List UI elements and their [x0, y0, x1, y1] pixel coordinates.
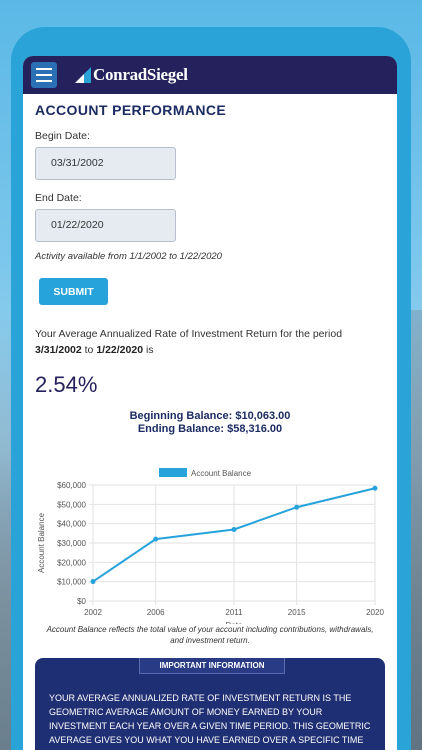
y-axis-label: Account Balance [37, 512, 46, 573]
activity-note: Activity available from 1/1/2002 to 1/22… [35, 251, 222, 262]
rate-period-to: to [84, 344, 94, 356]
menu-icon[interactable] [31, 62, 57, 88]
balances: Beginning Balance: $10,063.00 Ending Bal… [35, 410, 385, 436]
data-point [90, 579, 96, 585]
important-info-panel: IMPORTANT INFORMATION YOUR AVERAGE ANNUA… [35, 658, 385, 750]
rate-period-is: is [145, 344, 154, 356]
rate-period-start: 3/31/2002 [35, 344, 82, 356]
x-tick-label: 2011 [225, 608, 243, 617]
logo-text: ConradSiegel [93, 65, 188, 84]
begin-date-label: Begin Date: [35, 130, 90, 142]
x-tick-label: 2015 [288, 608, 306, 617]
submit-button[interactable]: SUBMIT [39, 278, 108, 305]
end-date-label: End Date: [35, 192, 82, 204]
data-point [153, 536, 159, 542]
rate-value: 2.54% [35, 372, 98, 397]
beginning-balance: Beginning Balance: $10,063.00 [129, 410, 291, 422]
x-tick-label: 2020 [366, 608, 384, 617]
y-tick-label: $40,000 [57, 520, 86, 529]
y-tick-label: $10,000 [57, 578, 86, 587]
y-tick-label: $0 [77, 597, 86, 606]
top-bar: ConradSiegel [23, 56, 397, 94]
y-tick-label: $60,000 [57, 481, 86, 490]
logo: ConradSiegel [75, 65, 188, 85]
data-point [294, 504, 300, 510]
page-title: ACCOUNT PERFORMANCE [35, 102, 227, 118]
data-point [231, 526, 237, 532]
y-tick-label: $30,000 [57, 539, 86, 548]
app-screen: ConradSiegel ACCOUNT PERFORMANCE Begin D… [23, 56, 397, 750]
legend-swatch [159, 468, 187, 477]
rate-description: Your Average Annualized Rate of Investme… [35, 326, 385, 358]
chart-svg: Account Balance $0 $10,000 $20,000 $30,000 $4… [37, 468, 384, 630]
balance-chart: Account Balance $0 $10,000 $20,000 $30,000 $4… [23, 444, 397, 630]
important-info-header: IMPORTANT INFORMATION [139, 658, 285, 674]
ending-balance: Ending Balance: $58,316.00 [137, 423, 283, 435]
y-tick-label: $20,000 [57, 558, 86, 567]
rate-period-end: 1/22/2020 [96, 344, 144, 356]
chart-caption: Account Balance reflects the total value… [46, 625, 374, 645]
data-point [372, 485, 378, 491]
logo-mark-icon [75, 67, 91, 83]
y-tick-label: $50,000 [57, 500, 86, 509]
x-tick-label: 2006 [147, 608, 165, 617]
rate-intro: Your Average Annualized Rate of Investme… [35, 328, 343, 340]
x-tick-label: 2002 [84, 608, 102, 617]
begin-date-input[interactable]: 03/31/2002 [35, 147, 176, 180]
x-axis-label: Date [226, 621, 243, 624]
end-date-input[interactable]: 01/22/2020 [35, 209, 176, 242]
content: ACCOUNT PERFORMANCE Begin Date: 03/31/20… [23, 94, 397, 750]
legend-label: Account Balance [191, 469, 252, 478]
